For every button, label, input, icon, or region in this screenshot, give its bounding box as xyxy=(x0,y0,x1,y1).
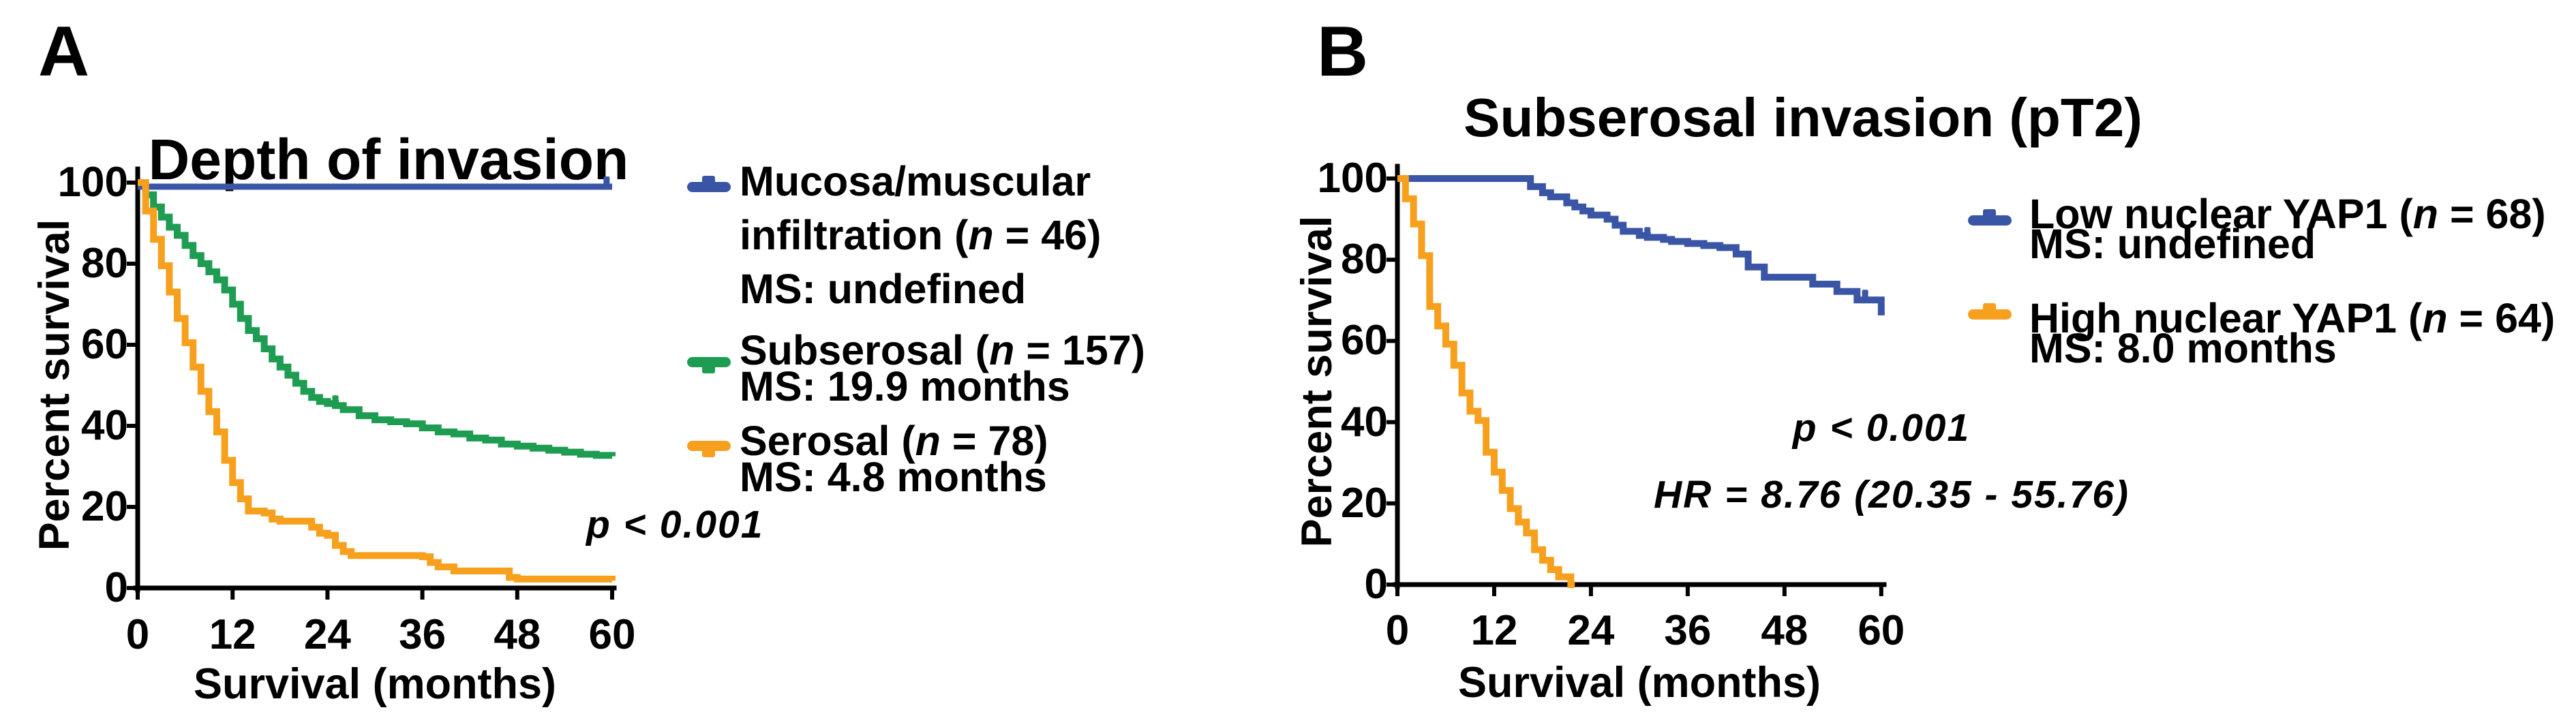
panel-a-letter: A xyxy=(38,12,90,91)
panel-b-x-axis-title: Survival (months) xyxy=(1457,659,1821,707)
legend-ms: MS: undefined xyxy=(740,266,1027,312)
legend-item-subserosal: Subserosal (n = 157) MS: 19.9 months xyxy=(687,324,1149,414)
y-tick-label: 60 xyxy=(1341,317,1388,365)
x-tick-label: 60 xyxy=(588,611,636,658)
legend-item-mucosa: Mucosa/muscular infiltration (n = 46) MS… xyxy=(687,155,1149,316)
panel-a-p-value: p < 0.001 xyxy=(586,503,764,546)
legend-label: Subserosal (n = 157) MS: 19.9 months xyxy=(740,324,1149,414)
censor-tick-icon xyxy=(1983,303,1996,312)
x-tick-label: 12 xyxy=(1470,607,1518,654)
y-tick-label: 20 xyxy=(81,483,128,530)
legend-item-low-yap1: Low nuclear YAP1 (n = 68) MS: undefined xyxy=(1968,187,2575,271)
legend-ms: MS: 4.8 months xyxy=(740,454,1047,500)
panel-b-p-value: p < 0.001 xyxy=(1792,406,1971,450)
x-tick-label: 0 xyxy=(125,611,150,658)
panel-b-hr-value: HR = 8.76 (20.35 - 55.76) xyxy=(1654,473,2130,516)
survival-curve-subserosal xyxy=(138,179,616,459)
km-chart-a xyxy=(127,166,617,600)
y-tick-label: 20 xyxy=(1341,479,1388,527)
legend-ms: MS: undefined xyxy=(2029,221,2316,267)
panel-a-x-axis-title: Survival (months) xyxy=(193,660,557,708)
survival-curve-high-yap1 xyxy=(1397,175,1575,588)
censor-tick xyxy=(1644,227,1651,238)
panel-b-title: Subserosal invasion (pT2) xyxy=(1464,87,2142,148)
legend-key-orange xyxy=(687,441,731,457)
tick-marks xyxy=(1387,176,1883,596)
legend-key-blue xyxy=(1968,209,2012,226)
x-tick-label: 24 xyxy=(303,611,351,658)
y-tick-label: 0 xyxy=(1364,561,1388,608)
y-tick-label: 100 xyxy=(57,159,128,206)
legend-label: Mucosa/muscular infiltration (n = 46) MS… xyxy=(740,155,1149,316)
censor-tick-icon xyxy=(702,365,715,373)
y-tick-label: 80 xyxy=(81,240,128,287)
legend-label: Low nuclear YAP1 (n = 68) MS: undefined xyxy=(2029,187,2575,271)
censor-tick xyxy=(332,395,339,407)
x-tick-label: 24 xyxy=(1567,607,1615,654)
legend-item-high-yap1: High nuclear YAP1 (n = 64) MS: 8.0 month… xyxy=(1968,292,2575,375)
survival-curve-serosal xyxy=(138,179,616,583)
legend-key-blue xyxy=(687,176,731,192)
legend-key-green xyxy=(687,357,731,373)
survival-curve-low-yap1 xyxy=(1397,175,1885,315)
y-tick-label: 0 xyxy=(104,564,128,611)
censor-tick-icon xyxy=(1983,209,1996,218)
y-tick-label: 40 xyxy=(81,402,128,449)
censor-tick xyxy=(1862,290,1868,301)
legend-ms: MS: 8.0 months xyxy=(2029,325,2337,371)
x-tick-label: 48 xyxy=(494,611,541,658)
censor-tick-icon xyxy=(702,176,715,185)
x-tick-label: 48 xyxy=(1761,607,1808,654)
x-tick-label: 60 xyxy=(1858,607,1905,654)
km-chart-b xyxy=(1387,164,1887,596)
y-tick-label: 60 xyxy=(81,321,128,368)
legend-label: High nuclear YAP1 (n = 64) MS: 8.0 month… xyxy=(2029,292,2575,375)
x-tick-label: 36 xyxy=(1664,607,1712,654)
panel-b: B Subserosal invasion (pT2) Percent surv… xyxy=(1288,0,2576,727)
legend-key-orange xyxy=(1968,303,2012,320)
y-tick-label: 100 xyxy=(1317,155,1388,202)
censor-tick xyxy=(603,176,610,187)
x-tick-label: 36 xyxy=(399,611,446,658)
legend-ms: MS: 19.9 months xyxy=(740,363,1070,409)
x-tick-label: 0 xyxy=(1385,607,1410,654)
panel-b-letter: B xyxy=(1317,12,1369,91)
panel-a-title: Depth of invasion xyxy=(148,127,629,191)
legend-item-serosal: Serosal (n = 78) MS: 4.8 months xyxy=(687,414,1149,504)
legend-label: Serosal (n = 78) MS: 4.8 months xyxy=(740,414,1149,504)
censor-tick-icon xyxy=(702,448,715,457)
y-tick-label: 40 xyxy=(1341,398,1388,446)
x-tick-label: 12 xyxy=(209,611,256,658)
panel-a: A Depth of invasion Percent survival Sur… xyxy=(31,12,1149,708)
tick-marks xyxy=(127,181,614,600)
y-tick-label: 80 xyxy=(1341,236,1388,283)
